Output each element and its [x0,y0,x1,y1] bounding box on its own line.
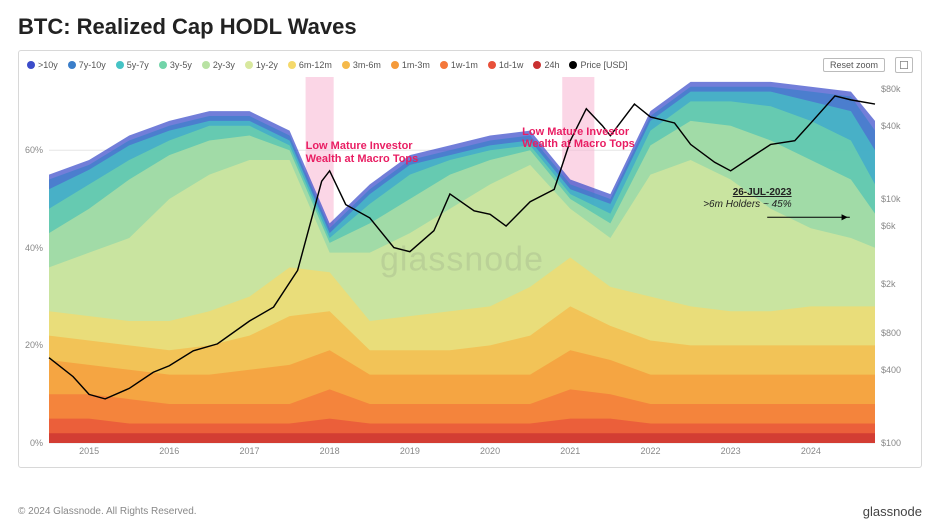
legend-item-7y10y[interactable]: 7y-10y [68,60,106,70]
reset-zoom-button[interactable]: Reset zoom [823,58,885,72]
brand-logo: glassnode [863,504,922,519]
y-right-tick: $6k [881,221,896,231]
x-tick: 2022 [640,446,660,456]
x-tick: 2015 [79,446,99,456]
y-right-tick: $2k [881,279,896,289]
legend-item-1m3m[interactable]: 1m-3m [391,60,430,70]
legend-item-1d1w[interactable]: 1d-1w [488,60,524,70]
legend-item-2y3y[interactable]: 2y-3y [202,60,235,70]
y-left-tick: 20% [25,340,43,350]
y-left-tick: 60% [25,145,43,155]
y-axis-left: 0%20%40%60% [19,77,47,443]
y-right-tick: $40k [881,121,901,131]
legend-item-1w1m[interactable]: 1w-1m [440,60,478,70]
y-right-tick: $80k [881,84,901,94]
legend-item-1y2y[interactable]: 1y-2y [245,60,278,70]
legend-item-24h[interactable]: 24h [533,60,559,70]
legend-row: >10y 7y-10y 5y-7y 3y-5y 2y-3y 1y-2y 6m-1… [27,57,913,73]
x-tick: 2019 [400,446,420,456]
y-left-tick: 0% [30,438,43,448]
y-right-tick: $10k [881,194,901,204]
y-right-tick: $100 [881,438,901,448]
plot-area: glassnode Low Mature InvestorWealth at M… [49,77,875,443]
legend-item-price[interactable]: Price [USD] [569,60,627,70]
footer: © 2024 Glassnode. All Rights Reserved. g… [18,504,922,519]
x-tick: 2024 [801,446,821,456]
chart-title: BTC: Realized Cap HODL Waves [0,0,940,50]
x-tick: 2021 [560,446,580,456]
y-left-tick: 40% [25,243,43,253]
y-right-tick: $800 [881,328,901,338]
x-tick: 2020 [480,446,500,456]
fullscreen-icon[interactable] [895,57,913,73]
x-tick: 2016 [159,446,179,456]
legend-item-3y5y[interactable]: 3y-5y [159,60,192,70]
y-axis-right: $100$400$800$2k$6k$10k$40k$80k [877,77,921,443]
chart-container: >10y 7y-10y 5y-7y 3y-5y 2y-3y 1y-2y 6m-1… [18,50,922,468]
legend-item-3m6m[interactable]: 3m-6m [342,60,381,70]
y-right-tick: $400 [881,365,901,375]
legend-item-6m12m[interactable]: 6m-12m [288,60,332,70]
x-axis: 2015 2016 2017 2018 2019 2020 2021 2022 2023 2024 [49,446,875,464]
legend-item-5y7y[interactable]: 5y-7y [116,60,149,70]
x-tick: 2018 [320,446,340,456]
copyright-text: © 2024 Glassnode. All Rights Reserved. [18,506,197,517]
x-tick: 2017 [239,446,259,456]
x-tick: 2023 [721,446,741,456]
legend-item-10y[interactable]: >10y [27,60,58,70]
